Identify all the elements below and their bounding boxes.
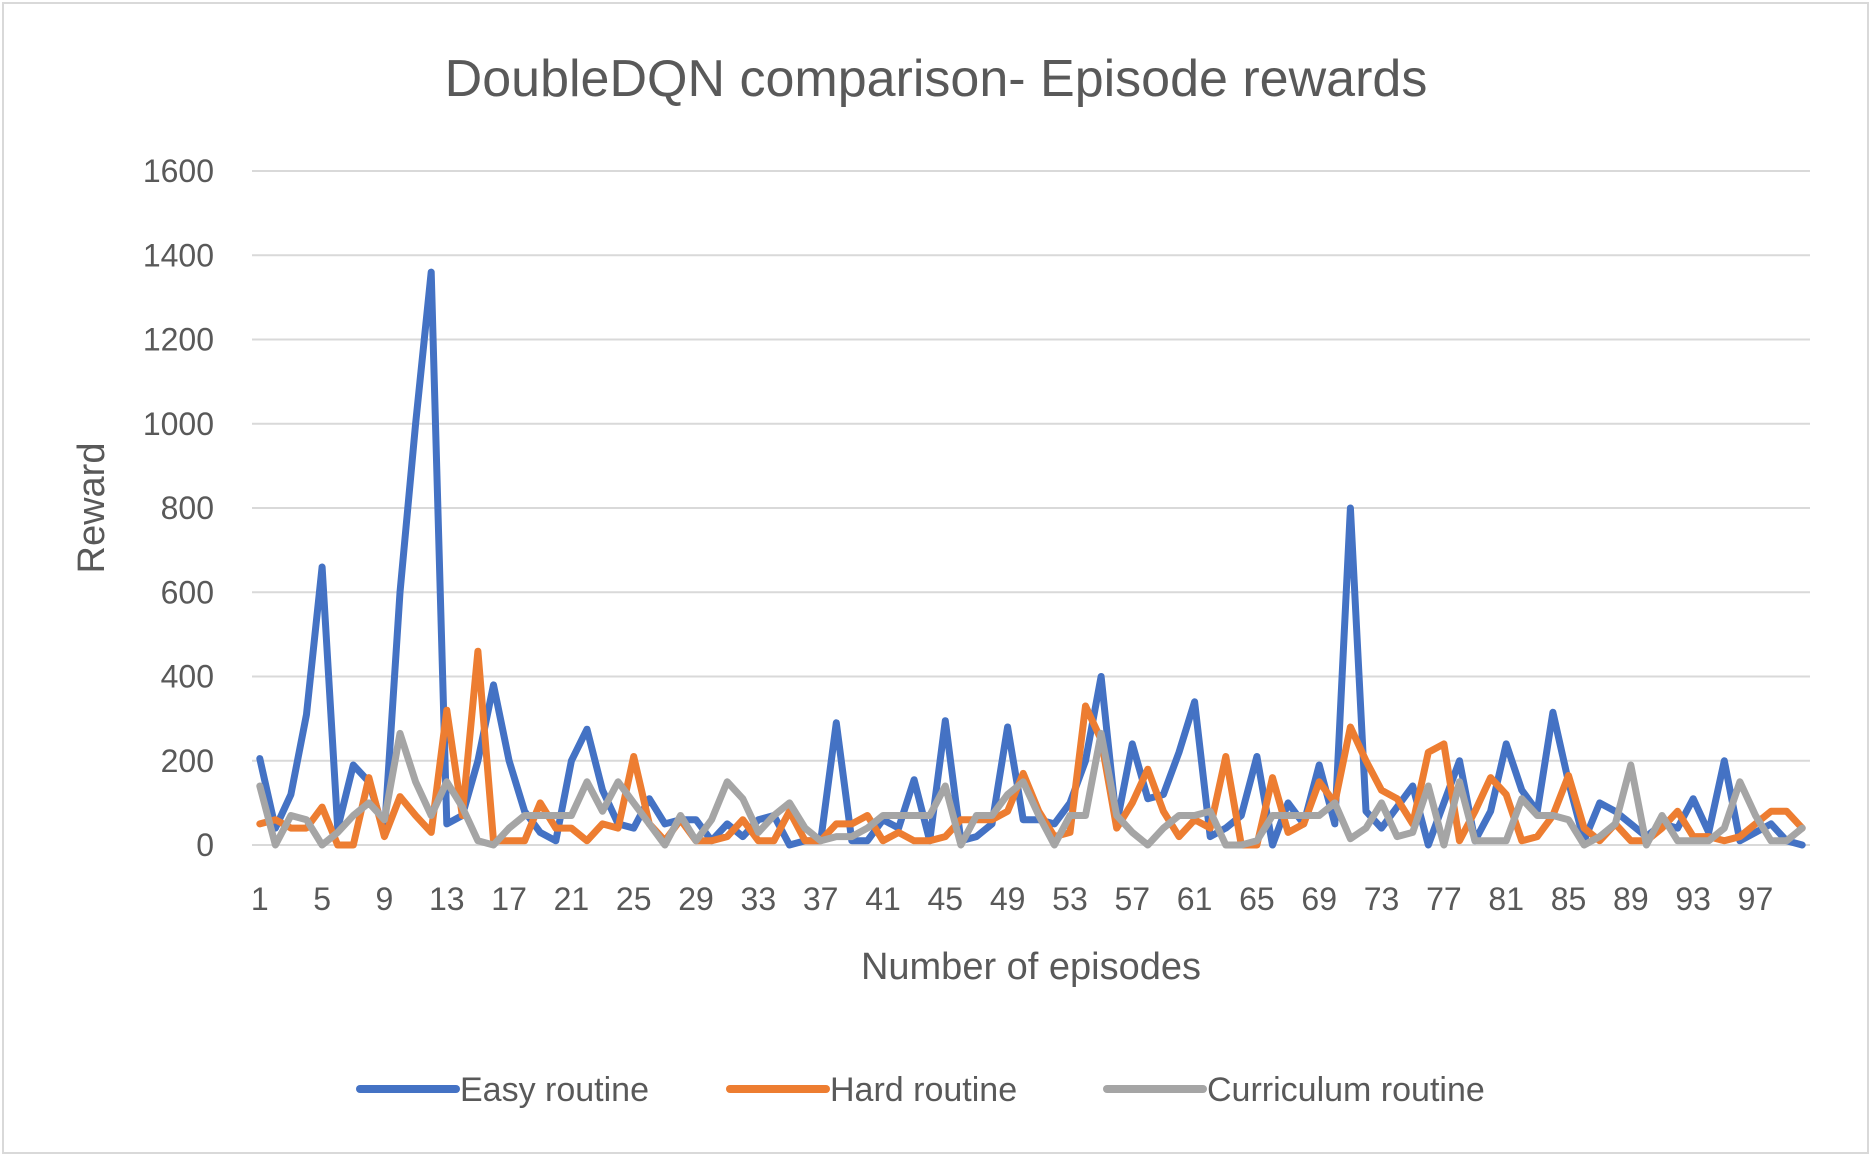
x-tick-label: 21: [554, 881, 590, 917]
x-tick-label: 25: [616, 881, 652, 917]
y-tick-label: 1400: [143, 237, 214, 273]
legend-label-easy-routine: Easy routine: [460, 1071, 649, 1109]
x-tick-label: 37: [803, 881, 839, 917]
x-tick-label: 1: [251, 881, 269, 917]
x-tick-label: 33: [741, 881, 777, 917]
x-tick-label: 45: [928, 881, 964, 917]
x-tick-label: 61: [1177, 881, 1213, 917]
y-tick-label: 1600: [143, 153, 214, 189]
y-tick-label: 200: [161, 743, 214, 779]
series-line-hard-routine: [256, 647, 1806, 849]
y-axis-title: Reward: [71, 443, 113, 574]
x-tick-label: 73: [1364, 881, 1400, 917]
x-tick-label: 77: [1426, 881, 1462, 917]
chart-title: DoubleDQN comparison- Episode rewards: [445, 50, 1428, 108]
series-line-easy-routine: [256, 268, 1806, 849]
y-tick-label: 1200: [143, 322, 214, 358]
x-tick-label: 9: [376, 881, 394, 917]
x-tick-label: 5: [313, 881, 331, 917]
x-tick-label: 97: [1738, 881, 1774, 917]
y-tick-label: 600: [161, 574, 214, 610]
y-tick-label: 1000: [143, 406, 214, 442]
x-tick-label: 57: [1114, 881, 1150, 917]
y-tick-label: 400: [161, 659, 214, 695]
series-lines: [256, 268, 1806, 849]
y-tick-label: 0: [196, 827, 214, 863]
x-tick-label: 29: [678, 881, 714, 917]
x-tick-label: 17: [491, 881, 527, 917]
x-axis-ticks: 1 5 9 13 17 21 25 29 33 37 41 45 49 53 57 61 65 69 73 77 81 8…: [251, 881, 1773, 917]
x-axis-title: Number of episodes: [861, 946, 1201, 988]
x-tick-label: 69: [1301, 881, 1337, 917]
x-tick-label: 65: [1239, 881, 1275, 917]
x-tick-label: 81: [1488, 881, 1524, 917]
legend: Easy routine Hard routine Curriculum routi…: [356, 1071, 1485, 1109]
series-line-curriculum-routine: [256, 729, 1806, 849]
y-axis-ticks: 0 200 400 600 800 1000 1200 1400 1600: [143, 153, 214, 863]
x-tick-label: 85: [1551, 881, 1587, 917]
x-tick-label: 13: [429, 881, 465, 917]
legend-label-hard-routine: Hard routine: [830, 1071, 1017, 1109]
legend-label-curriculum-routine: Curriculum routine: [1207, 1071, 1485, 1109]
y-tick-label: 800: [161, 490, 214, 526]
x-tick-label: 53: [1052, 881, 1088, 917]
x-tick-label: 93: [1675, 881, 1711, 917]
x-tick-label: 49: [990, 881, 1026, 917]
x-tick-label: 89: [1613, 881, 1649, 917]
x-tick-label: 41: [865, 881, 901, 917]
